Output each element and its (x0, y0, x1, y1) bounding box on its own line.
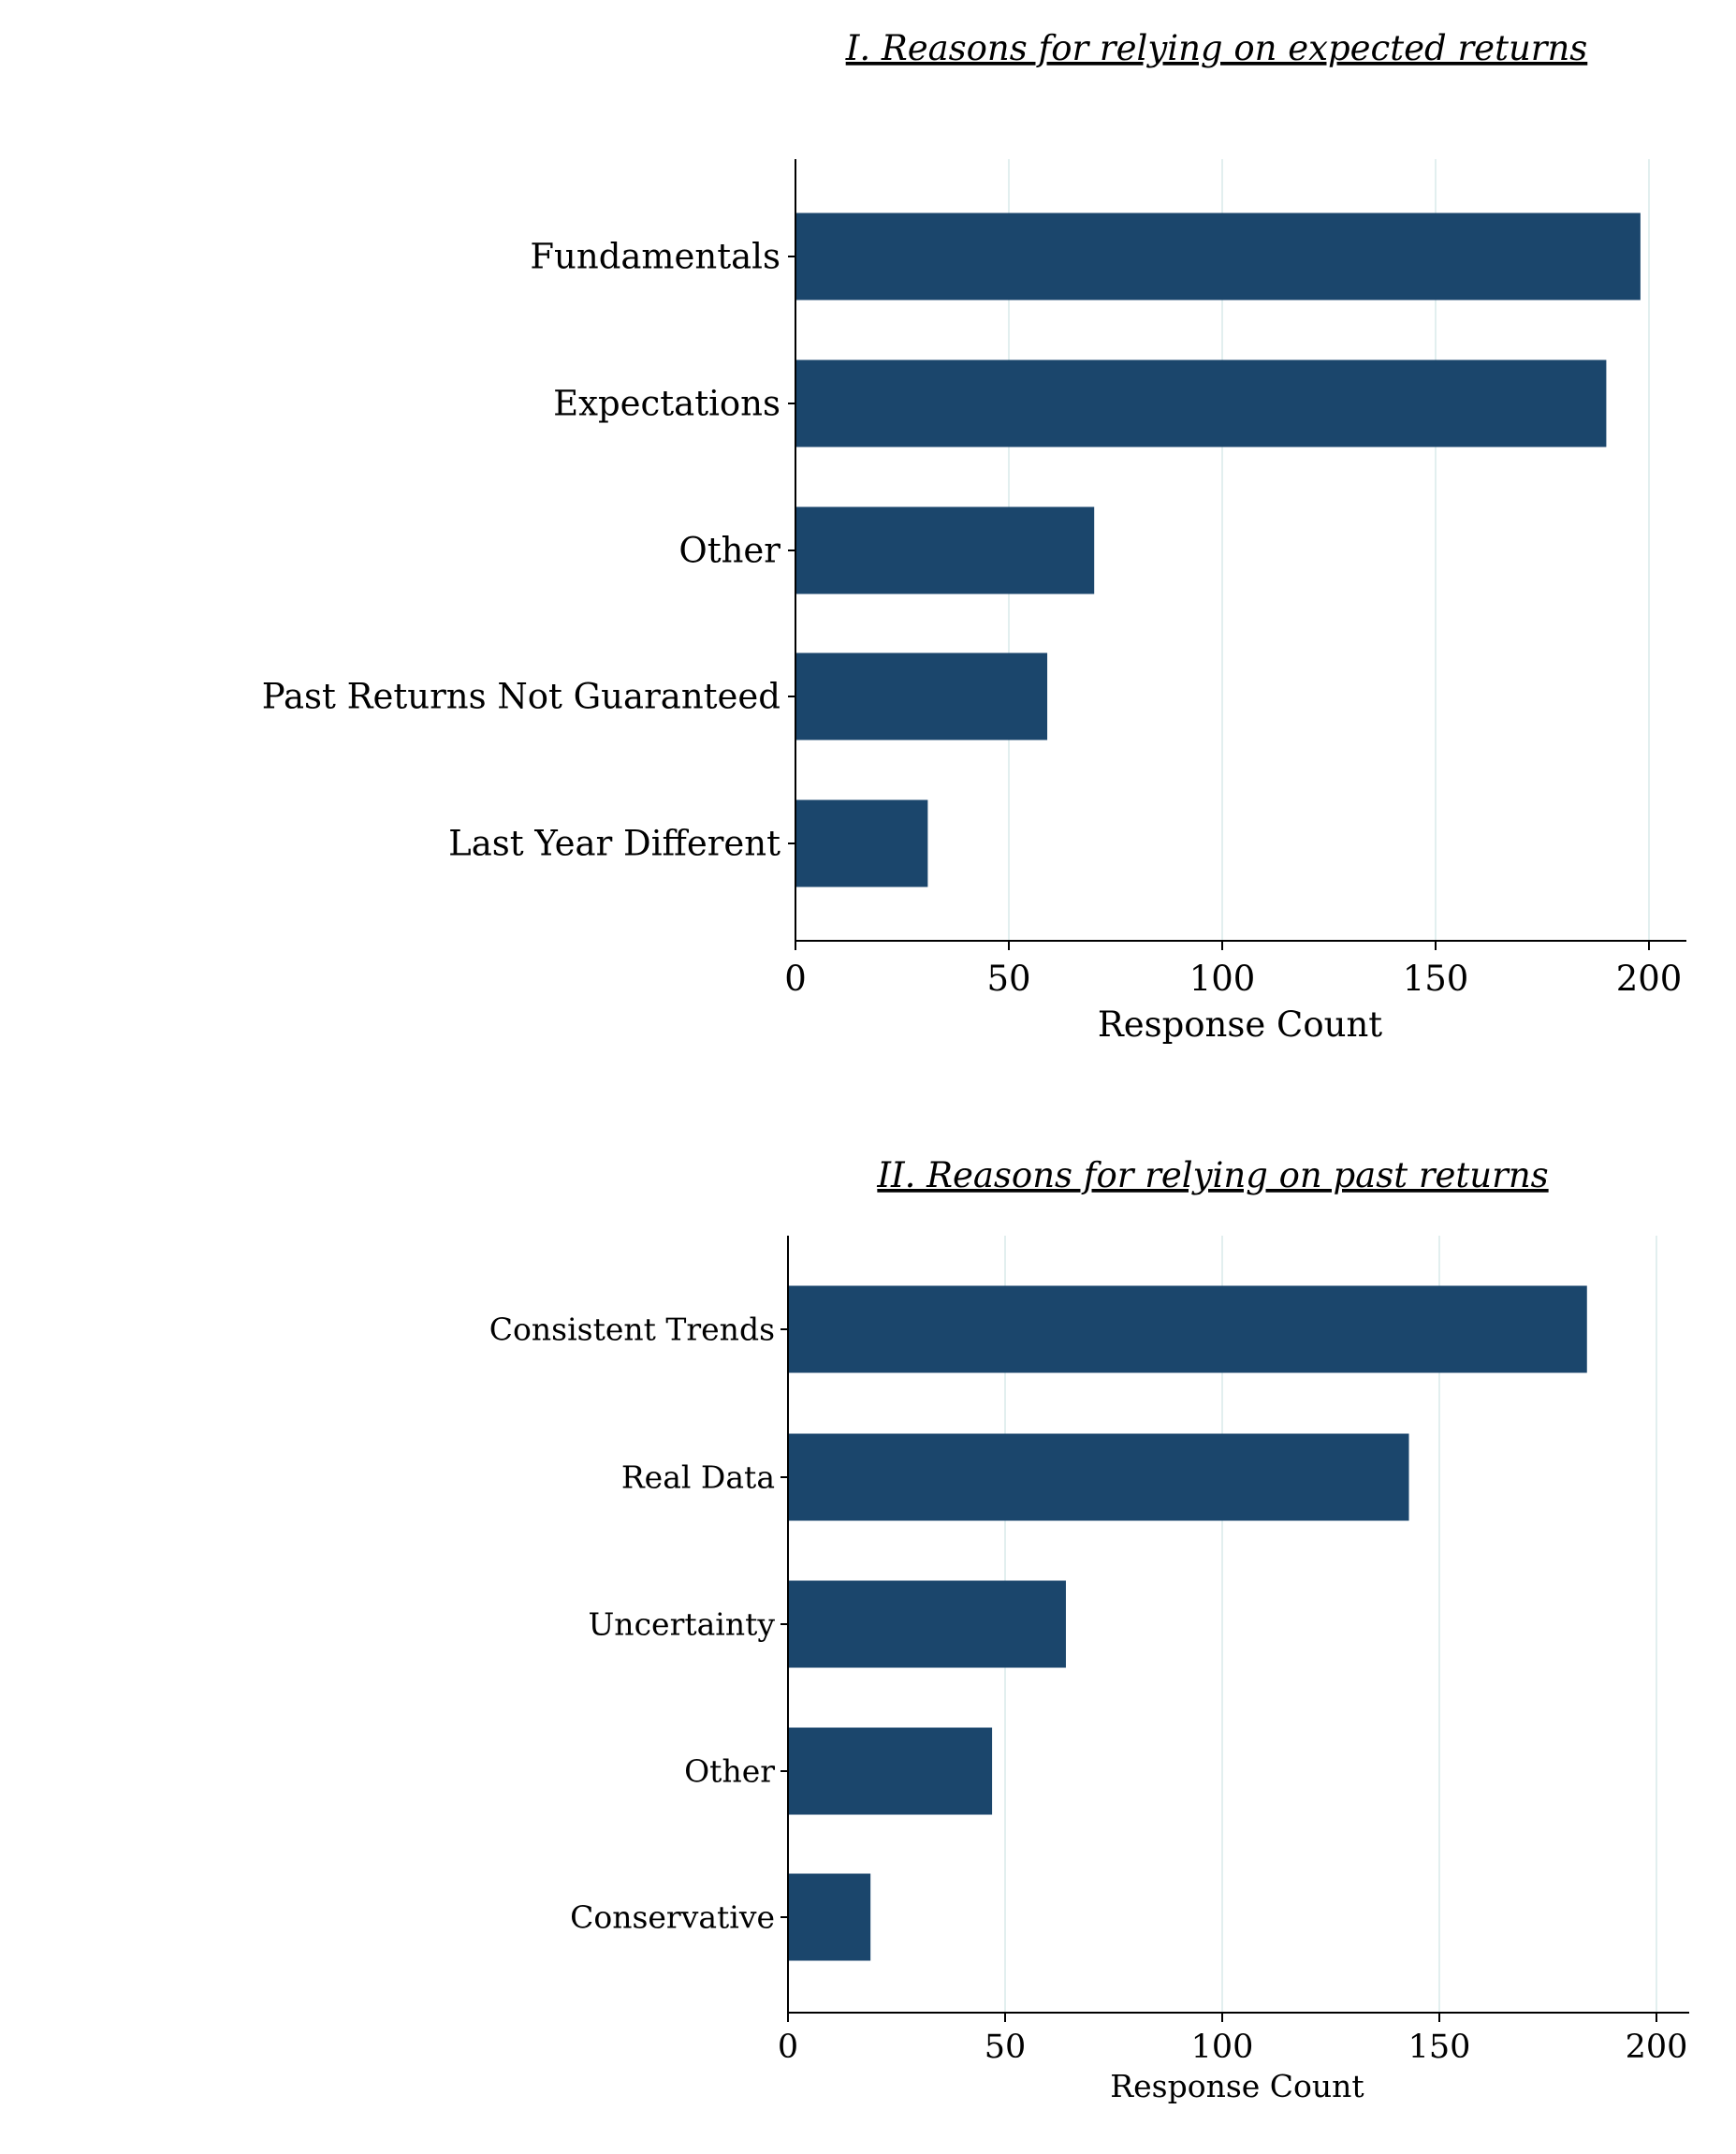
category-label: Past Returns Not Guaranteed (262, 677, 780, 717)
x-tick-label: 150 (1403, 959, 1469, 999)
bar-other (788, 1727, 993, 1815)
x-tick-label: 50 (986, 959, 1030, 999)
category-label: Fundamentals (530, 237, 780, 277)
category-label: Last Year Different (448, 824, 780, 864)
x-tick-label: 0 (778, 2029, 798, 2066)
bar-last-year-different (795, 799, 928, 887)
x-axis-label: Response Count (1110, 2068, 1364, 2104)
bar-consistent-trends (788, 1285, 1587, 1373)
chart-title: I. Reasons for relying on expected retur… (845, 28, 1588, 68)
x-axis-label: Response Count (1098, 1004, 1382, 1045)
category-label: Other (678, 531, 780, 571)
bar-fundamentals (795, 212, 1641, 300)
chart-1: Fundamentals Expectations Other Past Return… (262, 28, 1686, 1045)
chart-2: Consistent Trends Real Data Uncertainty Oth… (489, 1155, 1689, 2104)
category-label: Other (684, 1753, 775, 1790)
bar-expectations (795, 359, 1607, 447)
category-label: Consistent Trends (489, 1311, 775, 1348)
bar-uncertainty (788, 1580, 1066, 1668)
bar-past-returns-not-guaranteed (795, 652, 1048, 740)
x-tick-label: 100 (1189, 959, 1256, 999)
x-tick-label: 150 (1408, 2029, 1471, 2066)
category-label: Conservative (570, 1899, 775, 1936)
x-tick-label: 200 (1616, 959, 1683, 999)
category-label: Uncertainty (589, 1606, 776, 1643)
chart-title: II. Reasons for relying on past returns (876, 1155, 1548, 1195)
x-tick-label: 50 (985, 2029, 1027, 2066)
category-label: Real Data (621, 1459, 775, 1496)
bar-real-data (788, 1433, 1409, 1521)
x-tick-label: 0 (784, 959, 807, 999)
bar-other (795, 506, 1095, 594)
category-label: Expectations (553, 384, 780, 424)
x-tick-label: 200 (1626, 2029, 1688, 2066)
x-tick-label: 100 (1191, 2029, 1254, 2066)
bar-conservative (788, 1873, 871, 1961)
